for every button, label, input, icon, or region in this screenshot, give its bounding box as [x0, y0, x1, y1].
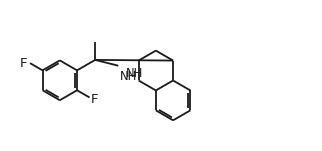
Text: NH: NH	[126, 67, 143, 80]
Text: F: F	[20, 57, 27, 70]
Text: F: F	[91, 93, 99, 106]
Text: NH: NH	[120, 70, 137, 83]
